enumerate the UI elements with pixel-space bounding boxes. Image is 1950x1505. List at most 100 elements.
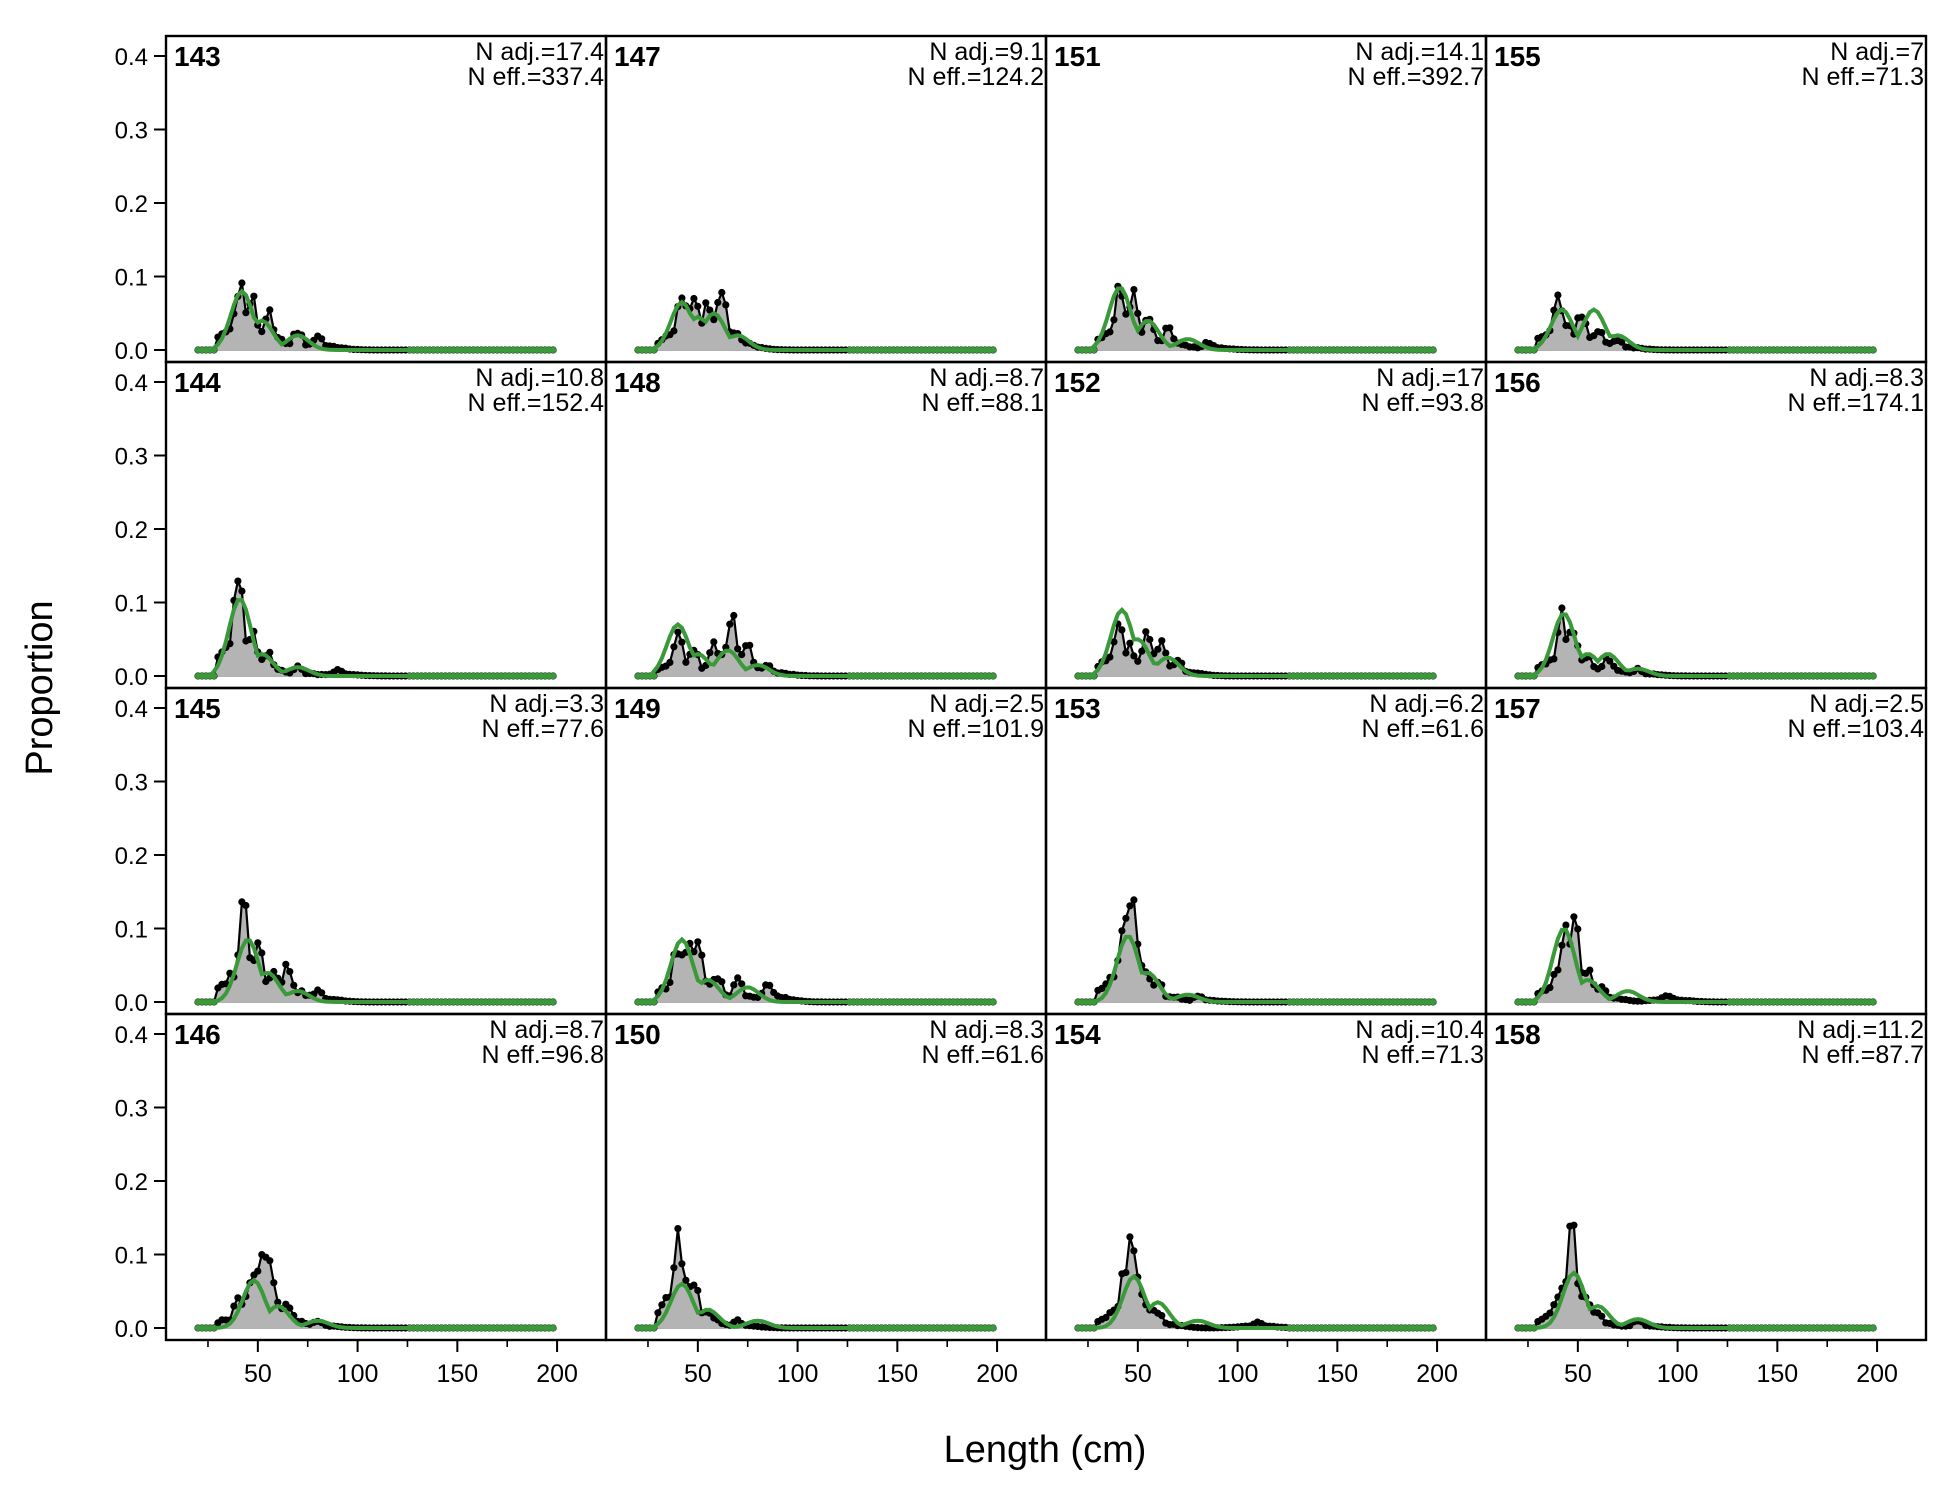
n-eff-label: N eff.=101.9 bbox=[908, 715, 1044, 743]
x-tick-label: 100 bbox=[777, 1360, 819, 1388]
observed-point bbox=[318, 989, 326, 997]
y-tick-label: 0.1 bbox=[115, 917, 148, 944]
n-eff-label: N eff.=103.4 bbox=[1788, 715, 1925, 743]
expected-zero-points bbox=[1074, 672, 1437, 680]
panel-label: 144 bbox=[174, 367, 221, 398]
observed-point bbox=[1110, 316, 1118, 324]
expected-zero-points bbox=[634, 672, 997, 680]
expected-point bbox=[210, 998, 218, 1006]
n-eff-label: N eff.=88.1 bbox=[921, 389, 1044, 417]
panel-label: 158 bbox=[1494, 1019, 1541, 1050]
n-eff-label: N eff.=392.7 bbox=[1348, 63, 1484, 91]
observed-point bbox=[710, 638, 718, 646]
observed-area bbox=[638, 615, 994, 676]
observed-point bbox=[730, 611, 738, 620]
observed-point bbox=[766, 981, 774, 990]
observed-point bbox=[1130, 286, 1138, 294]
y-tick-label: 0.0 bbox=[115, 338, 148, 365]
observed-area bbox=[1518, 608, 1874, 676]
x-tick-label: 200 bbox=[1416, 1360, 1458, 1388]
expected-point bbox=[1429, 1324, 1437, 1332]
panel-146: 146 N adj.=8.7N eff.=96.8 bbox=[164, 1012, 608, 1342]
observed-point bbox=[658, 1301, 666, 1309]
observed-point bbox=[1162, 649, 1170, 657]
observed-point bbox=[1130, 652, 1138, 660]
expected-point bbox=[1429, 998, 1437, 1006]
expected-point bbox=[1530, 1324, 1538, 1332]
n-eff-label: N eff.=87.7 bbox=[1801, 1041, 1924, 1069]
observed-point bbox=[226, 640, 234, 648]
n-adj-label: N adj.=2.5 bbox=[1809, 690, 1924, 718]
n-adj-label: N adj.=8.7 bbox=[489, 1016, 604, 1044]
observed-point bbox=[690, 294, 698, 303]
observed-point bbox=[1118, 626, 1126, 634]
panel-label: 155 bbox=[1494, 41, 1541, 72]
observed-point bbox=[234, 577, 242, 585]
observed-point bbox=[722, 301, 730, 309]
n-adj-label: N adj.=8.3 bbox=[929, 1016, 1044, 1044]
observed-area bbox=[1078, 899, 1434, 1002]
observed-point bbox=[1550, 1301, 1558, 1309]
n-eff-label: N eff.=61.6 bbox=[921, 1041, 1044, 1069]
observed-point bbox=[698, 951, 706, 959]
expected-point bbox=[549, 998, 557, 1006]
observed-point bbox=[1102, 1313, 1110, 1322]
expected-point bbox=[210, 1324, 218, 1332]
panel-153: 153 N adj.=6.2N eff.=61.6 bbox=[1044, 686, 1488, 1016]
expected-point bbox=[1429, 672, 1437, 680]
observed-point bbox=[266, 1257, 274, 1265]
expected-zero-points bbox=[1074, 346, 1437, 354]
observed-area bbox=[198, 1254, 554, 1328]
observed-area bbox=[198, 581, 554, 676]
observed-point bbox=[738, 980, 746, 988]
observed-point bbox=[694, 938, 702, 946]
y-tick-label: 0.0 bbox=[115, 990, 148, 1017]
expected-zero-points bbox=[194, 998, 557, 1006]
panel-144: 144 N adj.=10.8N eff.=152.4 bbox=[164, 360, 608, 690]
panel-label: 153 bbox=[1054, 693, 1101, 724]
y-axis-label: Proportion bbox=[19, 600, 61, 775]
y-tick-label: 0.2 bbox=[115, 1169, 148, 1196]
observed-point bbox=[318, 335, 326, 343]
panel-156: 156 N adj.=8.3N eff.=174.1 bbox=[1484, 360, 1928, 690]
n-eff-label: N eff.=152.4 bbox=[468, 389, 605, 417]
n-adj-label: N adj.=17 bbox=[1376, 364, 1484, 392]
observed-point bbox=[1146, 635, 1154, 644]
observed-point bbox=[678, 638, 686, 646]
observed-point bbox=[1570, 913, 1578, 921]
n-adj-label: N adj.=10.8 bbox=[475, 364, 604, 392]
x-tick-label: 100 bbox=[337, 1360, 379, 1388]
observed-point bbox=[682, 658, 690, 666]
observed-point bbox=[1126, 1233, 1134, 1241]
observed-point bbox=[678, 294, 686, 302]
y-tick-label: 0.1 bbox=[115, 1243, 148, 1270]
panel-frame bbox=[1484, 1012, 1928, 1342]
expected-point bbox=[1869, 1324, 1877, 1332]
observed-point bbox=[274, 1298, 282, 1306]
panel-label: 147 bbox=[614, 41, 661, 72]
expected-zero-points bbox=[634, 998, 997, 1006]
expected-zero-points bbox=[1074, 998, 1437, 1006]
observed-point bbox=[1554, 966, 1562, 974]
observed-point bbox=[1130, 1247, 1138, 1255]
observed-point bbox=[1578, 313, 1586, 321]
n-adj-label: N adj.=3.3 bbox=[489, 690, 604, 718]
observed-point bbox=[1122, 310, 1130, 318]
observed-point bbox=[290, 981, 298, 989]
expected-zero-points bbox=[1514, 346, 1877, 354]
observed-point bbox=[702, 299, 710, 307]
observed-point bbox=[286, 968, 294, 976]
observed-point bbox=[1134, 657, 1142, 665]
observed-point bbox=[238, 587, 246, 595]
x-axis-label: Length (cm) bbox=[944, 1429, 1147, 1471]
x-tick-label: 150 bbox=[436, 1360, 478, 1388]
observed-point bbox=[234, 1294, 242, 1302]
y-tick-label: 0.2 bbox=[115, 191, 148, 218]
observed-area bbox=[198, 283, 554, 350]
observed-point bbox=[242, 901, 250, 910]
n-eff-label: N eff.=61.6 bbox=[1361, 715, 1484, 743]
observed-point bbox=[258, 328, 266, 336]
expected-point bbox=[549, 346, 557, 354]
panel-label: 143 bbox=[174, 41, 221, 72]
